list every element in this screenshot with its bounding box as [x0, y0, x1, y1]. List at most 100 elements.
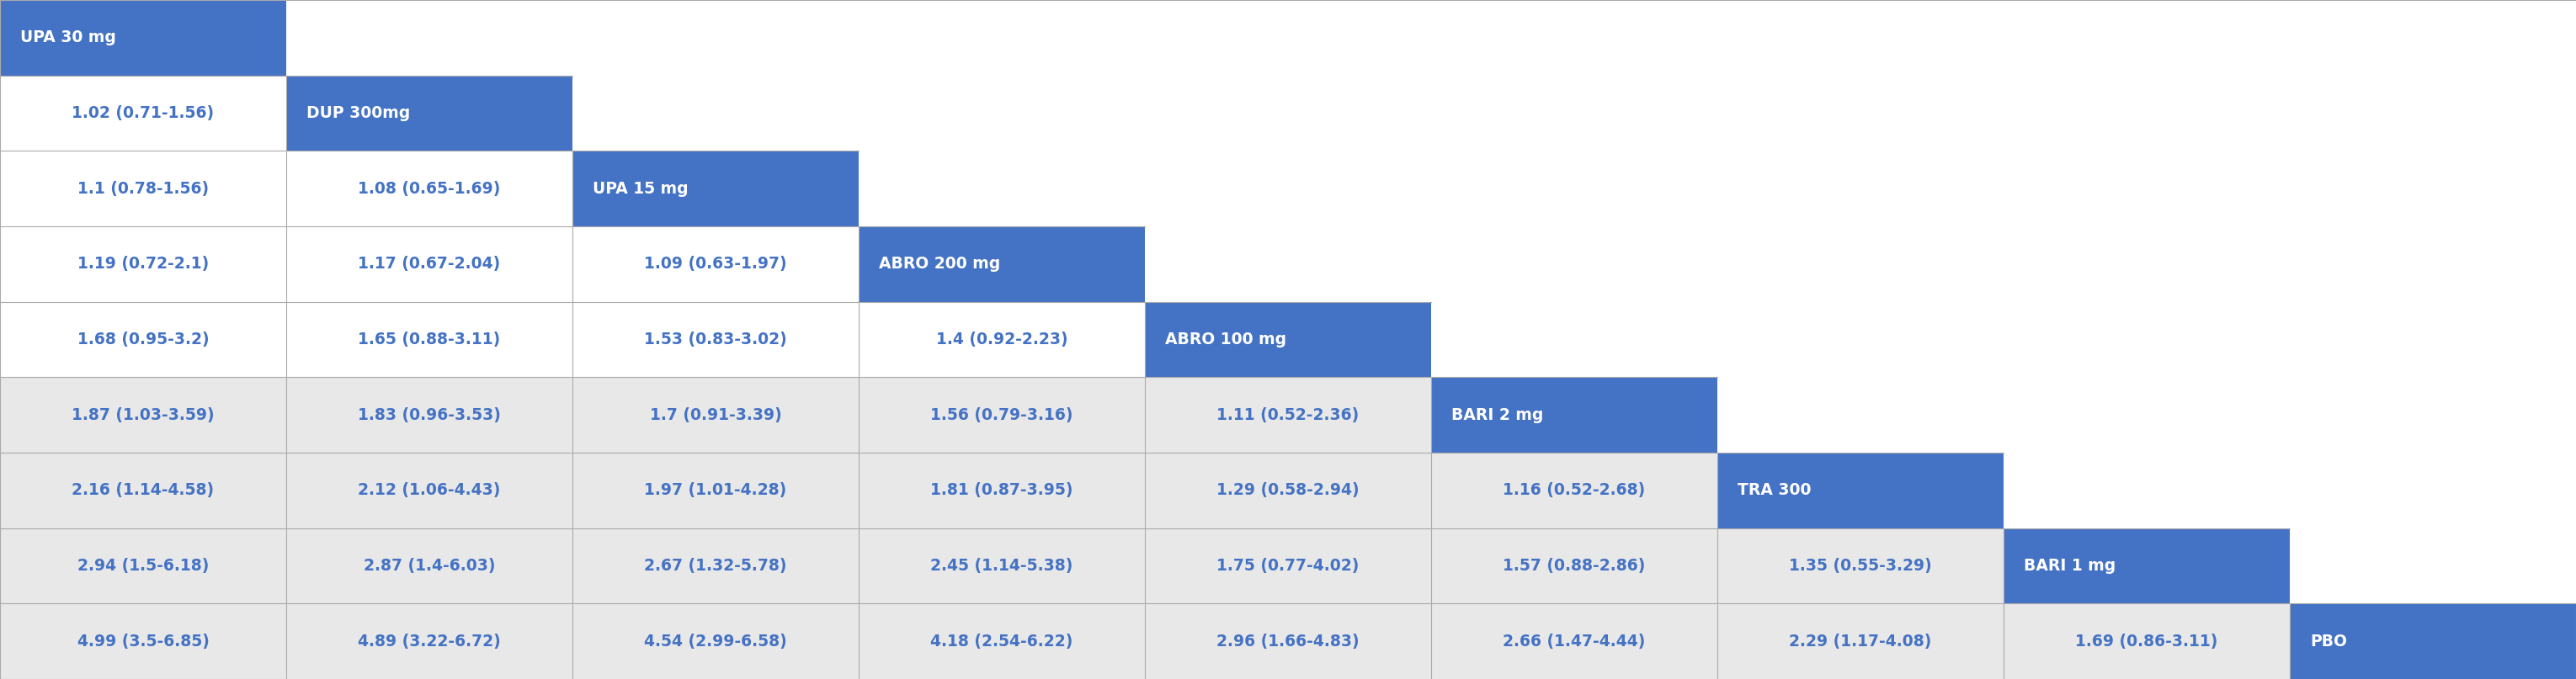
Text: 1.81 (0.87-3.95): 1.81 (0.87-3.95) [930, 482, 1074, 498]
Bar [0, 453, 286, 528]
Bar [1718, 226, 2004, 301]
Bar [1432, 151, 1718, 226]
Bar [2004, 528, 2290, 604]
Text: 4.89 (3.22-6.72): 4.89 (3.22-6.72) [358, 634, 500, 649]
Bar [2004, 604, 2290, 679]
Bar [2004, 226, 2290, 301]
Text: 1.53 (0.83-3.02): 1.53 (0.83-3.02) [644, 331, 788, 348]
Text: 4.54 (2.99-6.58): 4.54 (2.99-6.58) [644, 634, 788, 649]
Text: 1.69 (0.86-3.11): 1.69 (0.86-3.11) [2076, 634, 2218, 649]
Bar [572, 604, 858, 679]
Bar [1718, 453, 2004, 528]
Text: 2.94 (1.5-6.18): 2.94 (1.5-6.18) [77, 558, 209, 574]
Bar [286, 604, 572, 679]
Text: 1.11 (0.52-2.36): 1.11 (0.52-2.36) [1216, 407, 1360, 423]
Bar [1144, 226, 1432, 301]
Bar [2290, 0, 2576, 75]
Text: BARI 1 mg: BARI 1 mg [2025, 558, 2115, 574]
Text: 1.7 (0.91-3.39): 1.7 (0.91-3.39) [649, 407, 781, 423]
Bar [0, 378, 286, 453]
Bar [858, 75, 1144, 151]
Bar [858, 226, 1144, 301]
Bar [2290, 75, 2576, 151]
Bar [572, 75, 858, 151]
Bar [1432, 378, 1718, 453]
Bar [858, 453, 1144, 528]
Text: 1.17 (0.67-2.04): 1.17 (0.67-2.04) [358, 256, 500, 272]
Text: 4.99 (3.5-6.85): 4.99 (3.5-6.85) [77, 634, 209, 649]
Bar [572, 301, 858, 378]
Bar [0, 604, 286, 679]
Bar [858, 0, 1144, 75]
Text: 1.75 (0.77-4.02): 1.75 (0.77-4.02) [1216, 558, 1360, 574]
Bar [2290, 151, 2576, 226]
Bar [286, 75, 572, 151]
Text: 1.65 (0.88-3.11): 1.65 (0.88-3.11) [358, 331, 500, 348]
Bar [1144, 528, 1432, 604]
Text: 1.97 (1.01-4.28): 1.97 (1.01-4.28) [644, 482, 786, 498]
Bar [286, 226, 572, 301]
Bar [286, 453, 572, 528]
Bar [1432, 528, 1718, 604]
Bar [1718, 0, 2004, 75]
Bar [2004, 301, 2290, 378]
Bar [858, 604, 1144, 679]
Bar [2004, 0, 2290, 75]
Bar [1718, 75, 2004, 151]
Text: 1.56 (0.79-3.16): 1.56 (0.79-3.16) [930, 407, 1074, 423]
Text: 2.66 (1.47-4.44): 2.66 (1.47-4.44) [1502, 634, 1646, 649]
Text: 1.83 (0.96-3.53): 1.83 (0.96-3.53) [358, 407, 500, 423]
Text: UPA 15 mg: UPA 15 mg [592, 181, 688, 197]
Bar [0, 301, 286, 378]
Bar [286, 528, 572, 604]
Bar [572, 528, 858, 604]
Bar [286, 301, 572, 378]
Bar [572, 226, 858, 301]
Text: PBO: PBO [2311, 634, 2347, 649]
Text: DUP 300mg: DUP 300mg [307, 105, 410, 121]
Bar [0, 0, 286, 75]
Bar [1432, 0, 1718, 75]
Text: 1.4 (0.92-2.23): 1.4 (0.92-2.23) [935, 331, 1066, 348]
Bar [1144, 301, 1432, 378]
Text: 1.35 (0.55-3.29): 1.35 (0.55-3.29) [1788, 558, 1932, 574]
Bar [2290, 453, 2576, 528]
Bar [1718, 604, 2004, 679]
Text: ABRO 200 mg: ABRO 200 mg [878, 256, 999, 272]
Text: 2.12 (1.06-4.43): 2.12 (1.06-4.43) [358, 482, 500, 498]
Text: 1.68 (0.95-3.2): 1.68 (0.95-3.2) [77, 331, 209, 348]
Bar [572, 151, 858, 226]
Text: 1.57 (0.88-2.86): 1.57 (0.88-2.86) [1502, 558, 1646, 574]
Bar [1718, 528, 2004, 604]
Text: 1.09 (0.63-1.97): 1.09 (0.63-1.97) [644, 256, 786, 272]
Bar [2290, 378, 2576, 453]
Text: UPA 30 mg: UPA 30 mg [21, 30, 116, 45]
Bar [572, 0, 858, 75]
Bar [1144, 75, 1432, 151]
Bar [0, 75, 286, 151]
Text: ABRO 100 mg: ABRO 100 mg [1164, 331, 1285, 348]
Text: 1.29 (0.58-2.94): 1.29 (0.58-2.94) [1216, 482, 1360, 498]
Bar [1718, 378, 2004, 453]
Text: 1.19 (0.72-2.1): 1.19 (0.72-2.1) [77, 256, 209, 272]
Bar [1432, 75, 1718, 151]
Bar [1144, 453, 1432, 528]
Bar [286, 378, 572, 453]
Bar [2290, 226, 2576, 301]
Text: 2.45 (1.14-5.38): 2.45 (1.14-5.38) [930, 558, 1074, 574]
Bar [0, 226, 286, 301]
Bar [1144, 0, 1432, 75]
Bar [2004, 378, 2290, 453]
Bar [2290, 301, 2576, 378]
Bar [858, 378, 1144, 453]
Text: 1.87 (1.03-3.59): 1.87 (1.03-3.59) [72, 407, 214, 423]
Bar [858, 151, 1144, 226]
Text: BARI 2 mg: BARI 2 mg [1450, 407, 1543, 423]
Bar [1718, 151, 2004, 226]
Bar [2004, 151, 2290, 226]
Bar [2290, 528, 2576, 604]
Text: 1.08 (0.65-1.69): 1.08 (0.65-1.69) [358, 181, 500, 197]
Bar [0, 151, 286, 226]
Bar [1432, 453, 1718, 528]
Bar [858, 528, 1144, 604]
